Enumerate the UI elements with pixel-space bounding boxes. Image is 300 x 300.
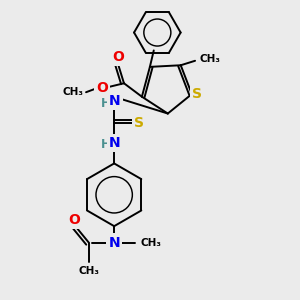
Text: N: N [109, 136, 121, 150]
Text: O: O [112, 50, 124, 64]
Text: S: S [192, 87, 202, 101]
Text: CH₃: CH₃ [199, 54, 220, 64]
Text: CH₃: CH₃ [140, 238, 161, 248]
Text: CH₃: CH₃ [78, 266, 99, 277]
Text: N: N [108, 236, 120, 250]
Text: O: O [96, 81, 108, 95]
Text: N: N [109, 94, 121, 108]
Text: CH₃: CH₃ [62, 87, 83, 97]
Text: H: H [101, 97, 111, 110]
Text: H: H [101, 137, 111, 151]
Text: S: S [134, 116, 144, 130]
Text: O: O [68, 213, 80, 226]
